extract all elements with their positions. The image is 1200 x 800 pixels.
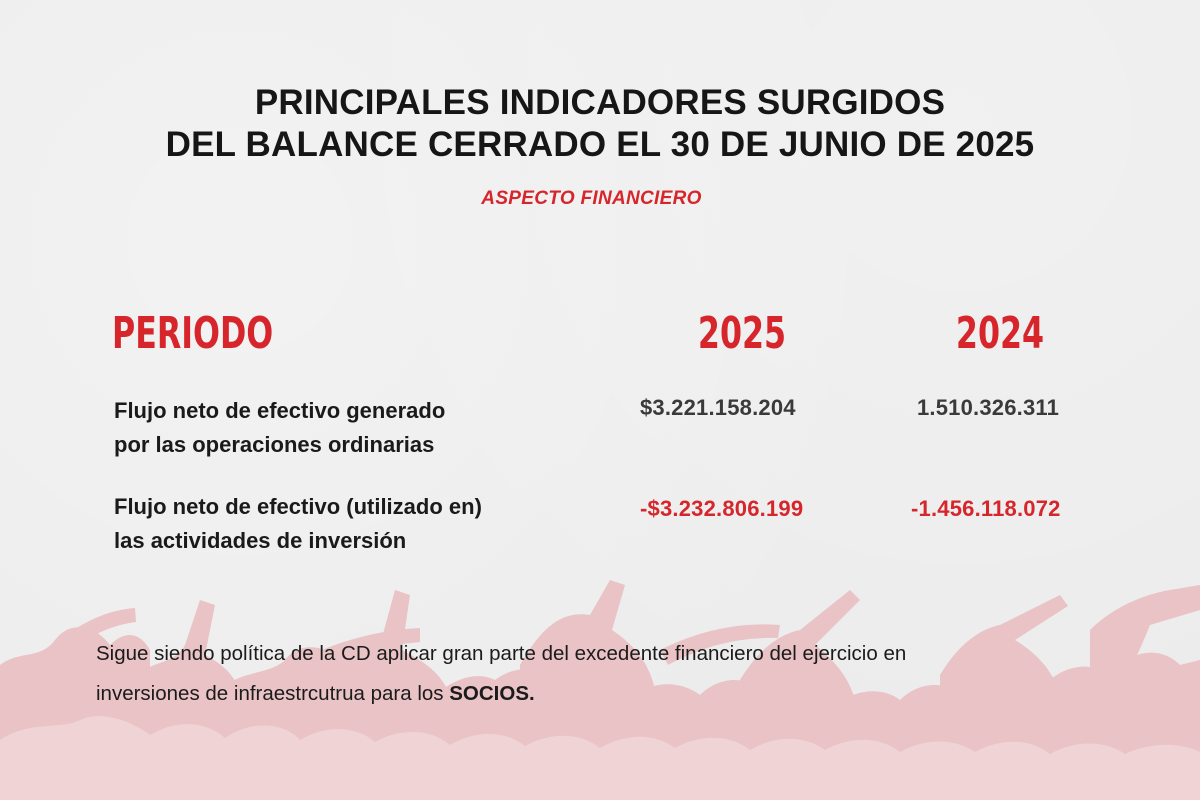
title-line-2: DEL BALANCE CERRADO EL 30 DE JUNIO DE 20… [165, 125, 1035, 164]
page-title: PRINCIPALES INDICADORES SURGIDOS DEL BAL… [0, 82, 1200, 166]
crowd-silhouette-background [0, 580, 1200, 800]
policy-note: Sigue siendo política de la CD aplicar g… [96, 634, 1096, 714]
section-subtitle: ASPECTO FINANCIERO [481, 188, 702, 209]
title-line-1: PRINCIPALES INDICADORES SURGIDOS [254, 83, 946, 122]
row-inversion-label: Flujo neto de efectivo (utilizado en) la… [114, 490, 482, 558]
row-label-line: Flujo neto de efectivo generado [114, 398, 446, 423]
row-inversion-2024-value: -1.456.118.072 [911, 496, 1061, 521]
row-inversion-2025-value: -$3.232.806.199 [640, 496, 804, 521]
row-operaciones-2025-value: $3.221.158.204 [640, 395, 796, 420]
row-operaciones-label: Flujo neto de efectivo generado por las … [114, 394, 445, 462]
note-line-1: Sigue siendo política de la CD aplicar g… [96, 642, 907, 665]
note-socios-bold: SOCIOS. [449, 682, 535, 705]
row-label-line: por las operaciones ordinarias [114, 432, 435, 457]
header-year-2025-label: 2025 [697, 308, 787, 359]
note-line-2: inversiones de infraestrcutrua para los … [96, 674, 1096, 714]
row-operaciones-2024-value: 1.510.326.311 [917, 395, 1060, 420]
row-label-line: Flujo neto de efectivo (utilizado en) [114, 494, 482, 519]
header-year-2024-label: 2024 [955, 308, 1045, 359]
note-line-2-text: inversiones de infraestrcutrua para los [96, 682, 450, 705]
header-periodo: PERIODO [112, 308, 274, 359]
row-label-line: las actividades de inversión [114, 528, 407, 553]
